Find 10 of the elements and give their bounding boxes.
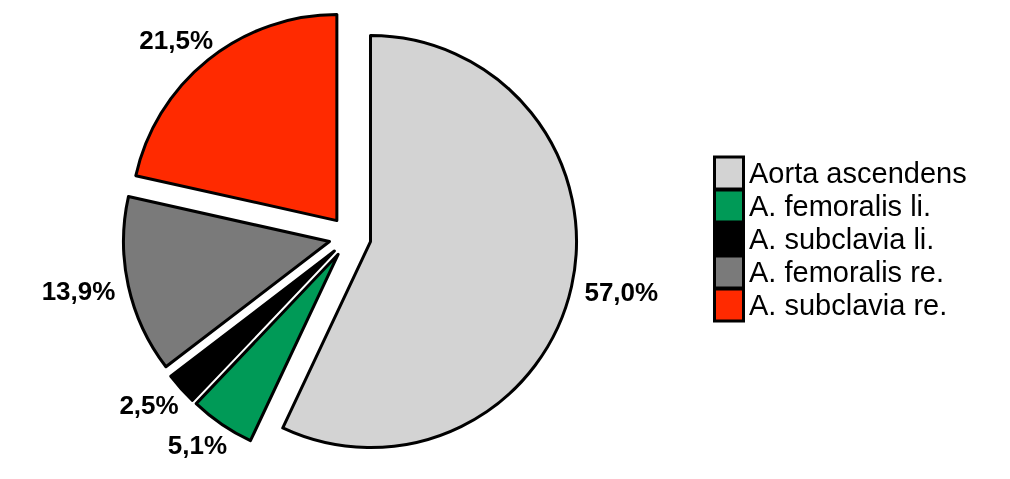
legend-label: A. subclavia li. xyxy=(749,223,935,255)
data-label: 21,5% xyxy=(139,25,214,56)
data-label: 5,1% xyxy=(167,429,228,460)
data-label: 13,9% xyxy=(41,276,116,307)
data-label: 2,5% xyxy=(119,390,179,421)
data-label: 57,0% xyxy=(584,276,659,307)
legend-label: Aorta ascendens xyxy=(749,157,967,189)
legend-label: A. femoralis re. xyxy=(749,256,944,288)
legend-label: A. femoralis li. xyxy=(749,190,932,222)
legend-label: A. subclavia re. xyxy=(749,289,948,321)
